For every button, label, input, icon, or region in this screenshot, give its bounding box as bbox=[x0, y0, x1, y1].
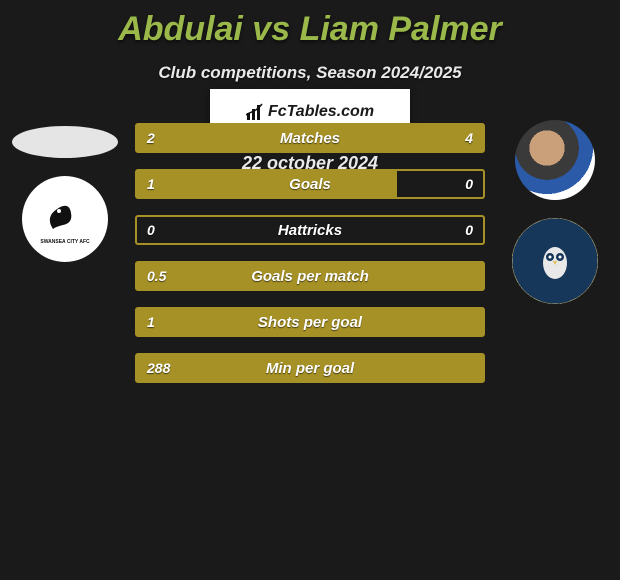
left-club-badge: SWANSEA CITY AFC bbox=[22, 176, 108, 262]
page-subtitle: Club competitions, Season 2024/2025 bbox=[0, 63, 620, 83]
stat-bar-right bbox=[251, 125, 483, 151]
stat-row: Hattricks0 0 bbox=[135, 215, 485, 245]
stat-row: Shots per goal1 bbox=[135, 307, 485, 337]
stat-row: Min per goal288 bbox=[135, 353, 485, 383]
stat-value-left: 0 bbox=[147, 222, 155, 238]
watermark-text: FcTables.com bbox=[268, 103, 374, 121]
stat-value-right: 0 bbox=[465, 222, 473, 238]
stat-bar-left bbox=[137, 171, 397, 197]
owl-icon bbox=[525, 231, 585, 291]
stat-bar-left bbox=[137, 125, 251, 151]
stat-bar-left bbox=[137, 309, 483, 335]
swan-icon: SWANSEA CITY AFC bbox=[35, 189, 95, 249]
page-title: Abdulai vs Liam Palmer bbox=[0, 0, 620, 49]
stats-bars: Matches24Goals10Hattricks00Goals per mat… bbox=[135, 123, 485, 399]
stat-bar-left bbox=[137, 263, 483, 289]
stat-row: Matches24 bbox=[135, 123, 485, 153]
stat-label: Hattricks bbox=[137, 222, 483, 239]
stat-row: Goals per match0.5 bbox=[135, 261, 485, 291]
right-club-badge bbox=[512, 218, 598, 304]
right-player-column bbox=[490, 120, 620, 304]
left-player-column: SWANSEA CITY AFC bbox=[0, 120, 130, 262]
stat-value-right: 0 bbox=[465, 176, 473, 192]
chart-icon bbox=[246, 103, 264, 121]
right-player-avatar bbox=[515, 120, 595, 200]
left-player-avatar bbox=[12, 126, 118, 158]
svg-text:SWANSEA CITY AFC: SWANSEA CITY AFC bbox=[40, 239, 90, 245]
stat-row: Goals10 bbox=[135, 169, 485, 199]
stat-bar-left bbox=[137, 355, 483, 381]
